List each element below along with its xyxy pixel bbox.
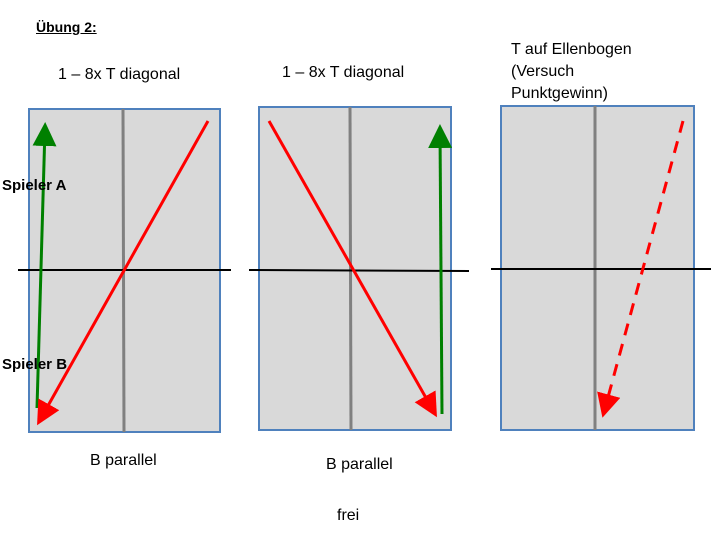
court-2-area (258, 106, 452, 431)
court-2-net (248, 269, 470, 272)
court-3-elbow-arrow (597, 120, 685, 418)
slide-title: Übung 2: (36, 19, 97, 35)
diagram-1-heading: 1 – 8x T diagonal (58, 66, 181, 83)
diagram-2-footer: B parallel (326, 456, 393, 473)
court-2 (248, 106, 470, 431)
diagram-2-heading: 1 – 8x T diagonal (282, 64, 405, 81)
player-b-label: Spieler B (2, 356, 68, 373)
diagram-3-heading-line-1: T auf Ellenbogen (511, 41, 632, 58)
court-1 (18, 108, 231, 433)
court-1-parallel-arrow (32, 122, 57, 409)
diagram-3-footer: frei (337, 507, 360, 524)
diagram-3-heading-line-3: Punktgewinn) (511, 85, 608, 102)
diagram-3-heading-line-2: (Versuch (511, 63, 575, 80)
court-3 (491, 105, 711, 431)
player-a-label: Spieler A (2, 177, 67, 194)
diagram-1-footer: B parallel (90, 452, 157, 469)
court-2-center-line (348, 106, 353, 431)
court-2-parallel-arrow (428, 124, 453, 415)
court-1-diagonal-arrow (37, 120, 210, 426)
court-2-diagonal-arrow (267, 120, 437, 418)
